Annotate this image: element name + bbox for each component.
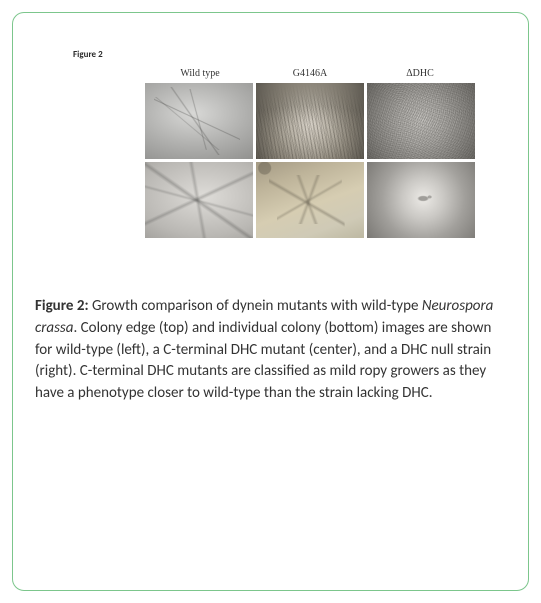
micrograph-wildtype-individual [145, 162, 253, 238]
micrograph-g4146a-colonyedge [256, 83, 364, 159]
col-header-delta-dhc: ΔDHC [365, 68, 475, 79]
micrograph-g4146a-individual [256, 162, 364, 238]
figure-card: Figure 2 Wild type G4146A ΔDHC Figure 2:… [12, 12, 529, 591]
figure-label-row: Figure 2 [73, 49, 506, 60]
micrograph-deltadhc-colonyedge [367, 83, 475, 159]
caption-body-2: . Colony edge (top) and individual colon… [35, 319, 491, 402]
micrograph-wildtype-colonyedge [145, 83, 253, 159]
figure-area: Figure 2 Wild type G4146A ΔDHC [35, 31, 506, 238]
col-header-g4146a: G4146A [255, 68, 365, 79]
caption-lead: Figure 2: [35, 297, 89, 315]
figure-number-label: Figure 2 [73, 49, 143, 60]
figure-caption: Figure 2: Growth comparison of dynein mu… [35, 296, 506, 405]
caption-body-1: Growth comparison of dynein mutants with… [89, 297, 422, 315]
micrograph-deltadhc-individual [367, 162, 475, 238]
column-headers: Wild type G4146A ΔDHC [145, 68, 506, 79]
col-header-wild-type: Wild type [145, 68, 255, 79]
micrograph-grid [145, 83, 506, 238]
